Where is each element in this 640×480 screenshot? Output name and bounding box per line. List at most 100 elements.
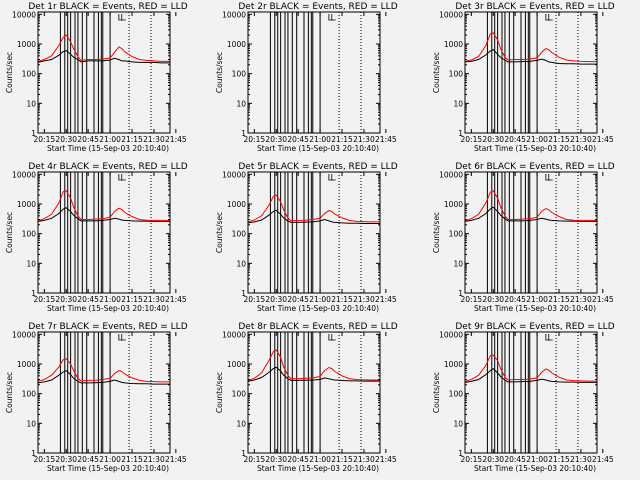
y-axis-label: Counts/sec (432, 212, 441, 253)
x-tick-label: 21:45 (375, 455, 397, 464)
x-tick-label: 21:00 (309, 295, 331, 304)
y-tick-label: 1 (31, 449, 36, 458)
flag-mark (545, 14, 550, 21)
y-tick-label: 100 (22, 390, 37, 399)
y-tick-label: 1 (458, 129, 463, 138)
flag-mark (548, 334, 553, 341)
y-tick-label: 1 (241, 129, 246, 138)
flag-mark (121, 14, 126, 21)
plot-frame (247, 171, 381, 294)
y-tick-label: 1 (31, 289, 36, 298)
y-tick-label: 10 (236, 419, 246, 428)
x-tick-label: 21:15 (121, 455, 143, 464)
x-tick-label: 20:15 (244, 455, 266, 464)
detector-plot-8: Det 8r BLACK = Events, RED = LLD 1 10 100 10… (215, 322, 398, 473)
plot-frame (464, 331, 598, 454)
y-tick-label: 10000 (12, 170, 36, 179)
plot-title: Det 1r BLACK = Events, RED = LLD (28, 2, 187, 12)
y-tick-label: 1000 (444, 40, 463, 49)
detector-plot-1: Det 1r BLACK = Events, RED = LLD 1 10 100 10… (5, 2, 188, 153)
x-tick-label: 20:15 (244, 295, 266, 304)
y-axis-label: Counts/sec (5, 212, 14, 253)
gap-markers (59, 172, 152, 293)
x-tick-label: 20:45 (77, 135, 99, 144)
plot-title: Det 4r BLACK = Events, RED = LLD (28, 162, 187, 172)
y-tick-label: 10 (236, 99, 246, 108)
y-tick-label: 10000 (12, 330, 36, 339)
y-tick-label: 100 (232, 70, 247, 79)
series-group (248, 194, 380, 224)
flag-mark (548, 14, 553, 21)
x-tick-label: 21:15 (331, 295, 353, 304)
lld-series-line (465, 32, 597, 63)
series-group (248, 349, 380, 382)
y-tick-label: 10000 (222, 10, 246, 19)
x-tick-label: 21:30 (570, 455, 592, 464)
lld-series-line (248, 194, 380, 223)
flag-mark (118, 174, 123, 181)
x-tick-label: 20:30 (482, 295, 504, 304)
y-tick-label: 10000 (222, 170, 246, 179)
series-group (38, 34, 170, 64)
flag-mark (118, 334, 123, 341)
x-tick-label: 20:45 (77, 455, 99, 464)
x-tick-label: 20:30 (55, 295, 77, 304)
y-axis-label: Counts/sec (5, 372, 14, 413)
x-tick-label: 20:15 (34, 135, 56, 144)
y-tick-label: 100 (449, 230, 464, 239)
x-tick-label: 21:00 (99, 295, 121, 304)
x-tick-label: 20:15 (461, 295, 483, 304)
x-tick-label: 21:15 (331, 135, 353, 144)
y-tick-label: 10 (26, 419, 36, 428)
series-group (465, 190, 597, 222)
y-axis-label: Counts/sec (215, 52, 224, 93)
x-axis-label: Start Time (15-Sep-03 20:10:40) (257, 144, 379, 153)
y-tick-label: 1000 (444, 360, 463, 369)
x-tick-label: 21:15 (548, 135, 570, 144)
lld-series-line (38, 190, 170, 222)
x-tick-label: 21:00 (309, 455, 331, 464)
flag-mark (118, 14, 123, 21)
y-axis-label: Counts/sec (5, 52, 14, 93)
x-tick-label: 20:15 (461, 135, 483, 144)
plot-frame (464, 11, 598, 134)
y-tick-label: 10000 (12, 10, 36, 19)
plot-title: Det 3r BLACK = Events, RED = LLD (455, 2, 614, 12)
gap-markers (486, 12, 579, 133)
y-tick-label: 10000 (439, 10, 463, 19)
lld-series-line (38, 358, 170, 383)
y-tick-label: 1 (31, 129, 36, 138)
y-tick-label: 100 (232, 230, 247, 239)
plot-frame (37, 11, 171, 134)
x-axis-label: Start Time (15-Sep-03 20:10:40) (474, 464, 596, 473)
y-tick-label: 10000 (439, 330, 463, 339)
y-tick-label: 1000 (227, 40, 246, 49)
y-tick-label: 10 (26, 259, 36, 268)
y-axis-label: Counts/sec (215, 372, 224, 413)
x-tick-label: 20:15 (244, 135, 266, 144)
gap-markers (269, 172, 362, 293)
x-axis-label: Start Time (15-Sep-03 20:10:40) (47, 464, 169, 473)
x-tick-label: 21:15 (331, 455, 353, 464)
x-axis-label: Start Time (15-Sep-03 20:10:40) (474, 304, 596, 313)
plot-title: Det 6r BLACK = Events, RED = LLD (455, 162, 614, 172)
detector-plot-3: Det 3r BLACK = Events, RED = LLD 1 10 100 10… (432, 2, 615, 153)
lld-series-line (248, 349, 380, 381)
events-series-line (465, 206, 597, 222)
events-series-line (465, 367, 597, 383)
gap-markers (269, 12, 362, 133)
plot-title: Det 2r BLACK = Events, RED = LLD (238, 2, 397, 12)
x-tick-label: 20:30 (265, 295, 287, 304)
x-tick-label: 21:45 (165, 455, 187, 464)
events-series-line (38, 207, 170, 222)
x-tick-label: 21:45 (165, 295, 187, 304)
x-tick-label: 21:15 (548, 295, 570, 304)
x-tick-label: 21:15 (121, 135, 143, 144)
flag-mark (121, 334, 126, 341)
series-group (38, 190, 170, 222)
x-tick-label: 21:15 (121, 295, 143, 304)
y-tick-label: 1000 (17, 360, 36, 369)
y-tick-label: 1000 (227, 200, 246, 209)
x-tick-label: 21:45 (375, 295, 397, 304)
